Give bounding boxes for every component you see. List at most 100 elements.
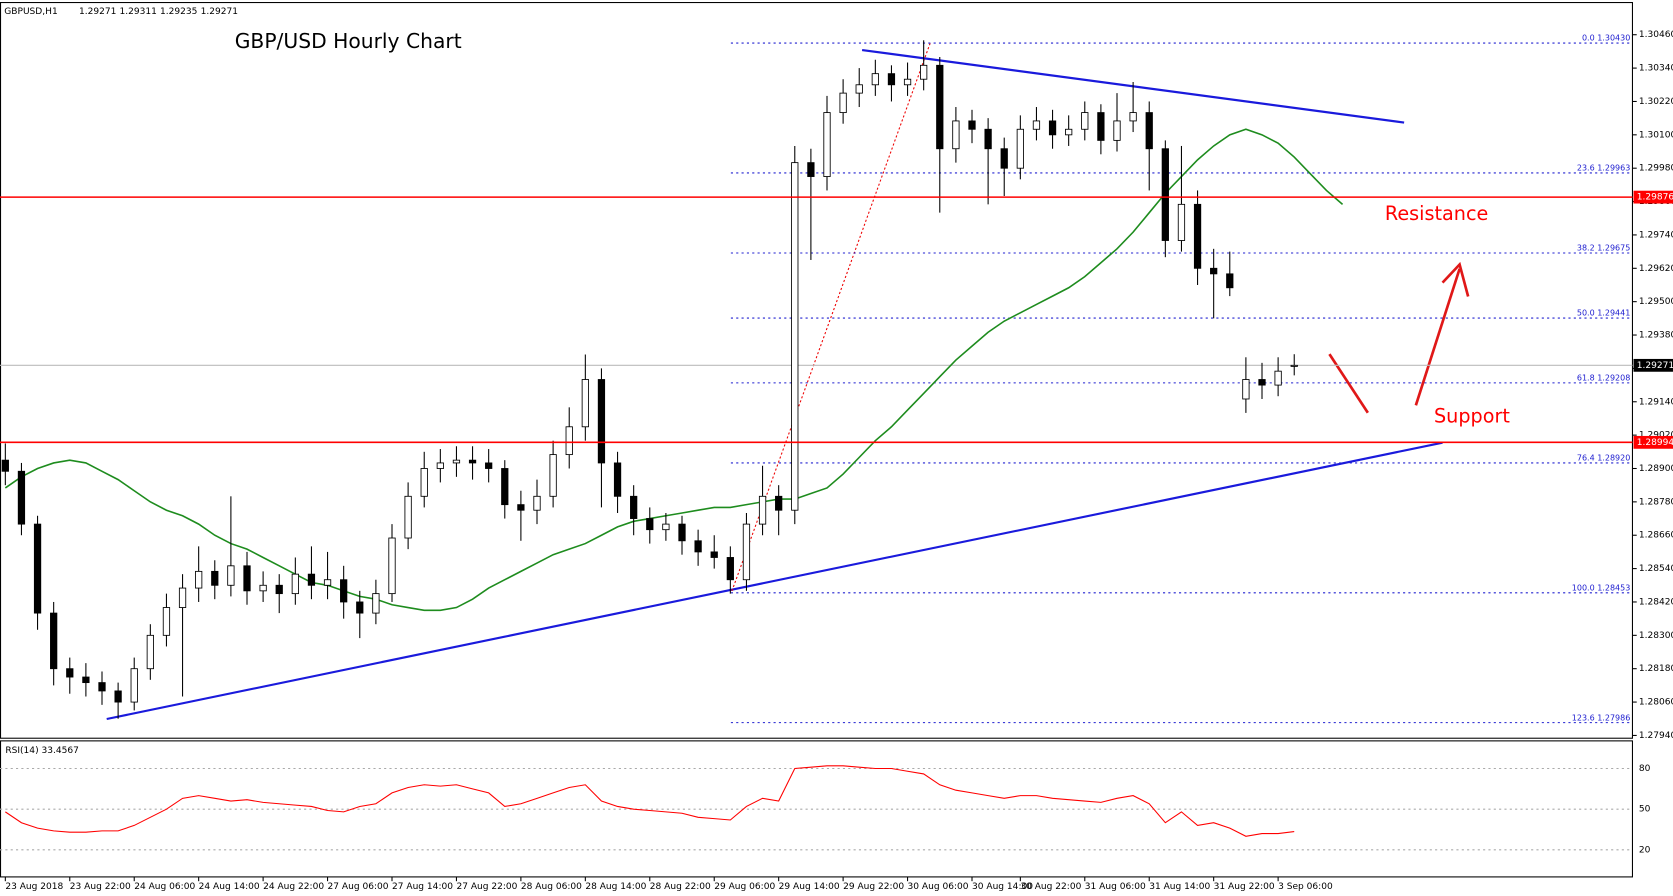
candle-body xyxy=(1113,120,1121,141)
y-tick-label: 1.30460 xyxy=(1639,30,1673,40)
candle-body xyxy=(162,607,171,636)
candle-body xyxy=(565,426,573,456)
fib-price: 1.29208 xyxy=(1597,373,1630,382)
fib-level: 76.4 xyxy=(1577,453,1595,462)
candle-body xyxy=(436,462,444,469)
candle-body xyxy=(243,565,251,592)
x-tick-label: 24 Aug 06:00 xyxy=(134,882,195,892)
y-tick-label: 1.29740 xyxy=(1639,230,1673,240)
candle-body xyxy=(275,584,283,595)
candle-body xyxy=(420,468,428,497)
candle-body xyxy=(404,495,412,539)
candle-body xyxy=(920,64,928,80)
candle-body xyxy=(1016,128,1024,169)
main-frame xyxy=(0,2,1633,739)
rsi-tick-label: 20 xyxy=(1639,845,1651,855)
candle-body xyxy=(662,523,670,531)
rsi-tick-label: 80 xyxy=(1639,764,1651,774)
x-tick-label: 29 Aug 14:00 xyxy=(779,882,840,892)
candle-body xyxy=(678,523,686,542)
candle-body xyxy=(726,557,734,581)
fib-level: 23.6 xyxy=(1577,163,1595,172)
y-tick-label: 1.29620 xyxy=(1639,264,1673,274)
candle-body xyxy=(758,495,767,525)
y-tick-label: 1.28420 xyxy=(1639,597,1673,607)
x-tick-label: 24 Aug 14:00 xyxy=(199,882,260,892)
y-tick-label: 1.30340 xyxy=(1639,64,1673,74)
y-tick-label: 1.28540 xyxy=(1639,564,1673,574)
candle-body xyxy=(549,454,557,497)
candle-body xyxy=(501,468,509,506)
fib-label: 0.0 1.30430 xyxy=(1582,33,1630,42)
y-tick-label: 1.28780 xyxy=(1639,497,1673,507)
candle-body xyxy=(1161,148,1169,241)
candle-body xyxy=(952,120,960,150)
y-tick-label: 1.29380 xyxy=(1639,331,1673,341)
fib-level: 38.2 xyxy=(1577,243,1595,252)
candle-body xyxy=(66,668,74,678)
candle-body xyxy=(597,379,606,464)
candle-body xyxy=(1048,120,1057,136)
fib-level: 123.6 xyxy=(1572,713,1595,722)
candle-body xyxy=(259,584,267,592)
candle-body xyxy=(98,682,106,692)
fib-level: 0.0 xyxy=(1582,33,1595,42)
x-tick-label: 27 Aug 14:00 xyxy=(392,882,453,892)
candle-body xyxy=(839,92,847,114)
resistance-label: Resistance xyxy=(1385,202,1488,225)
chart-title: GBP/USD Hourly Chart xyxy=(235,29,462,53)
x-tick-label: 31 Aug 14:00 xyxy=(1149,882,1210,892)
y-tick-label: 1.28300 xyxy=(1639,631,1673,641)
fib-price: 1.28453 xyxy=(1597,583,1630,592)
header-open: 1.29271 xyxy=(79,7,116,17)
y-tick-label: 1.29980 xyxy=(1639,164,1673,174)
candle-body xyxy=(903,78,912,86)
candle-body xyxy=(485,462,493,469)
candle-body xyxy=(195,570,203,589)
candle-body xyxy=(1290,364,1298,367)
candle-body xyxy=(114,690,122,703)
candle-body xyxy=(775,495,783,511)
support-label: Support xyxy=(1434,405,1510,428)
fib-label: 50.0 1.29441 xyxy=(1577,308,1630,317)
resistance-price: 1.29876 xyxy=(1637,193,1673,203)
fib-baseline xyxy=(731,42,931,592)
x-tick-label: 28 Aug 22:00 xyxy=(650,882,711,892)
fib-price: 1.27986 xyxy=(1597,713,1630,722)
candle-body xyxy=(340,579,348,603)
candle-body xyxy=(1226,273,1234,289)
arrows xyxy=(1328,261,1470,414)
last-price-box xyxy=(1633,358,1673,372)
candle-body xyxy=(968,120,976,130)
y-tick-label: 1.30220 xyxy=(1639,97,1673,107)
candle-body xyxy=(1145,112,1153,150)
candle-body xyxy=(855,84,863,94)
fib-price: 1.28920 xyxy=(1597,453,1630,462)
x-tick-label: 24 Aug 22:00 xyxy=(263,882,324,892)
fib-level: 50.0 xyxy=(1577,308,1595,317)
candle-body xyxy=(291,573,299,595)
x-tick-label: 30 Aug 14:00 xyxy=(972,882,1033,892)
candle-body xyxy=(887,73,896,86)
fib-label: 38.2 1.29675 xyxy=(1577,243,1630,252)
x-tick-label: 27 Aug 22:00 xyxy=(456,882,517,892)
candle-body xyxy=(1274,370,1282,386)
x-tick-label: 29 Aug 22:00 xyxy=(843,882,904,892)
candle-body xyxy=(1065,128,1073,136)
fib-label: 76.4 1.28920 xyxy=(1577,453,1630,462)
rsi-name: RSI(14) xyxy=(5,745,38,755)
candle-body xyxy=(307,573,316,586)
x-tick-label: 28 Aug 14:00 xyxy=(585,882,646,892)
candle-body xyxy=(984,128,992,150)
x-tick-label: 27 Aug 06:00 xyxy=(328,882,389,892)
x-tick-label: 28 Aug 06:00 xyxy=(521,882,582,892)
fib-label: 61.8 1.29208 xyxy=(1577,373,1630,382)
candle-body xyxy=(646,518,654,531)
candle-body xyxy=(936,64,944,150)
candle-body xyxy=(581,379,589,428)
candle-body xyxy=(1210,267,1218,275)
x-tick-label: 23 Aug 22:00 xyxy=(70,882,131,892)
candle-body xyxy=(372,593,380,614)
y-tick-label: 1.30100 xyxy=(1639,130,1673,140)
candle-body xyxy=(178,587,187,608)
